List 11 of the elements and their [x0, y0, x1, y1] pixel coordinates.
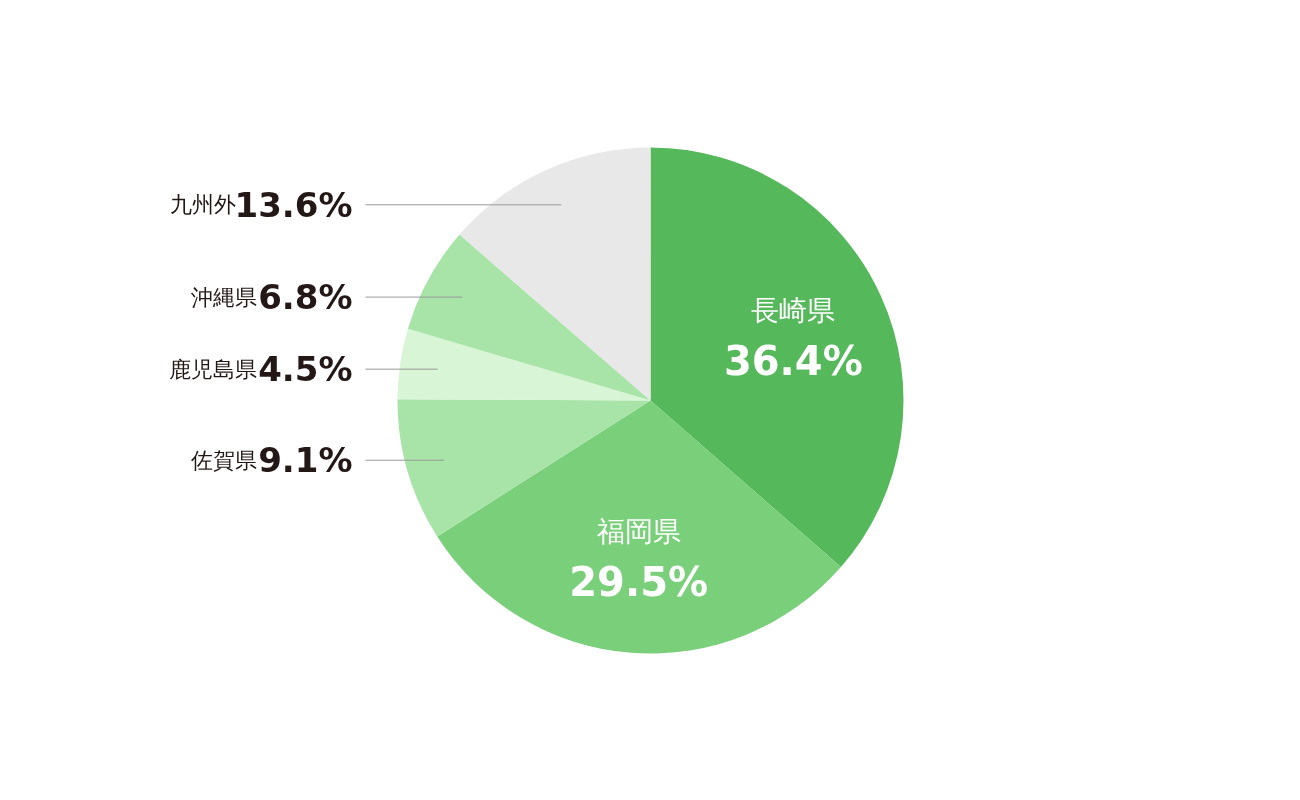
- slice-label: 長崎県: [751, 294, 836, 328]
- slice-label: 佐賀県: [190, 447, 257, 473]
- slice-label: 九州外: [169, 192, 236, 218]
- data-label: 9.1%: [258, 440, 353, 481]
- data-label: 29.5%: [569, 558, 709, 605]
- slice-label: 福岡県: [596, 515, 681, 549]
- data-label: 36.4%: [723, 337, 863, 384]
- data-label: 4.5%: [258, 349, 353, 390]
- data-label: 6.8%: [258, 277, 353, 318]
- slice-label: 沖縄県: [190, 284, 257, 310]
- slice-label: 鹿児島県: [168, 356, 257, 382]
